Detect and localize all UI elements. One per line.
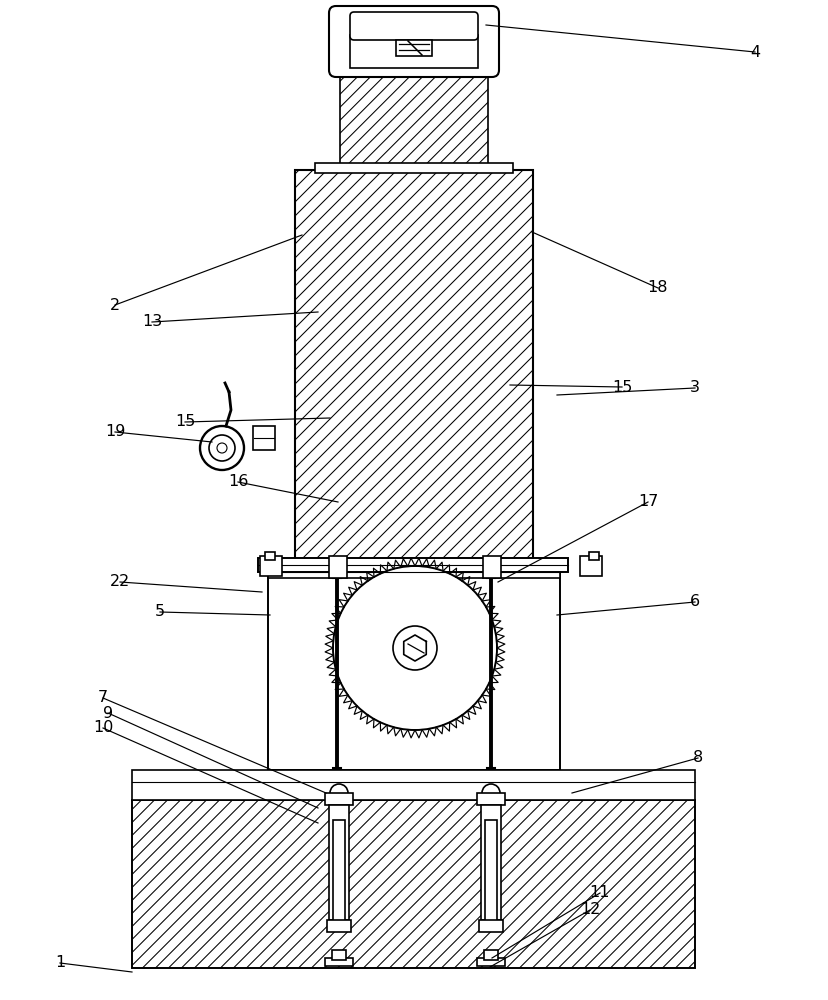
Bar — [132, 800, 694, 968]
Bar — [331, 950, 345, 960]
Bar — [479, 920, 503, 932]
Bar — [476, 958, 504, 966]
Text: 15: 15 — [175, 414, 195, 430]
Text: 6: 6 — [689, 594, 699, 609]
Text: 3: 3 — [689, 380, 699, 395]
Circle shape — [481, 784, 499, 802]
Text: 9: 9 — [103, 706, 113, 720]
Bar — [267, 565, 560, 770]
Text: 19: 19 — [104, 424, 125, 440]
Circle shape — [330, 784, 348, 802]
FancyBboxPatch shape — [349, 12, 478, 40]
Text: 4: 4 — [749, 45, 759, 60]
Text: 16: 16 — [228, 475, 248, 489]
Bar — [295, 170, 532, 566]
Bar — [325, 958, 353, 966]
Bar — [132, 770, 694, 800]
Circle shape — [392, 626, 436, 670]
Bar — [339, 68, 488, 170]
Text: 15: 15 — [611, 379, 632, 394]
Bar — [315, 163, 513, 173]
Bar — [258, 558, 567, 572]
FancyBboxPatch shape — [329, 6, 498, 77]
Circle shape — [217, 443, 227, 453]
Text: 10: 10 — [93, 720, 113, 735]
Bar — [329, 805, 349, 920]
Bar — [588, 552, 599, 560]
Bar — [295, 170, 532, 566]
Bar — [260, 556, 282, 576]
Bar — [339, 68, 488, 170]
Bar — [326, 920, 350, 932]
Text: 22: 22 — [110, 574, 130, 589]
Bar — [480, 805, 500, 920]
Text: 18: 18 — [647, 280, 667, 296]
Circle shape — [200, 426, 243, 470]
Bar — [483, 556, 500, 578]
Text: 11: 11 — [589, 886, 609, 900]
Circle shape — [333, 566, 497, 730]
Bar — [396, 40, 431, 56]
Circle shape — [209, 435, 234, 461]
Bar — [132, 800, 694, 968]
Text: 12: 12 — [579, 902, 599, 917]
Bar — [267, 565, 560, 578]
Bar — [333, 820, 344, 928]
Text: 1: 1 — [55, 955, 65, 970]
Text: 8: 8 — [692, 750, 702, 766]
Text: 7: 7 — [98, 690, 108, 706]
Bar — [484, 820, 497, 928]
Bar — [484, 950, 498, 960]
Text: 5: 5 — [155, 604, 165, 619]
Text: 2: 2 — [110, 298, 120, 312]
Bar — [265, 552, 275, 560]
Bar — [476, 793, 504, 805]
Bar — [325, 793, 353, 805]
Text: 13: 13 — [142, 314, 162, 330]
Bar — [580, 556, 601, 576]
Bar — [329, 556, 347, 578]
Bar — [349, 35, 478, 68]
Text: 17: 17 — [637, 494, 657, 510]
Bar — [253, 426, 275, 450]
